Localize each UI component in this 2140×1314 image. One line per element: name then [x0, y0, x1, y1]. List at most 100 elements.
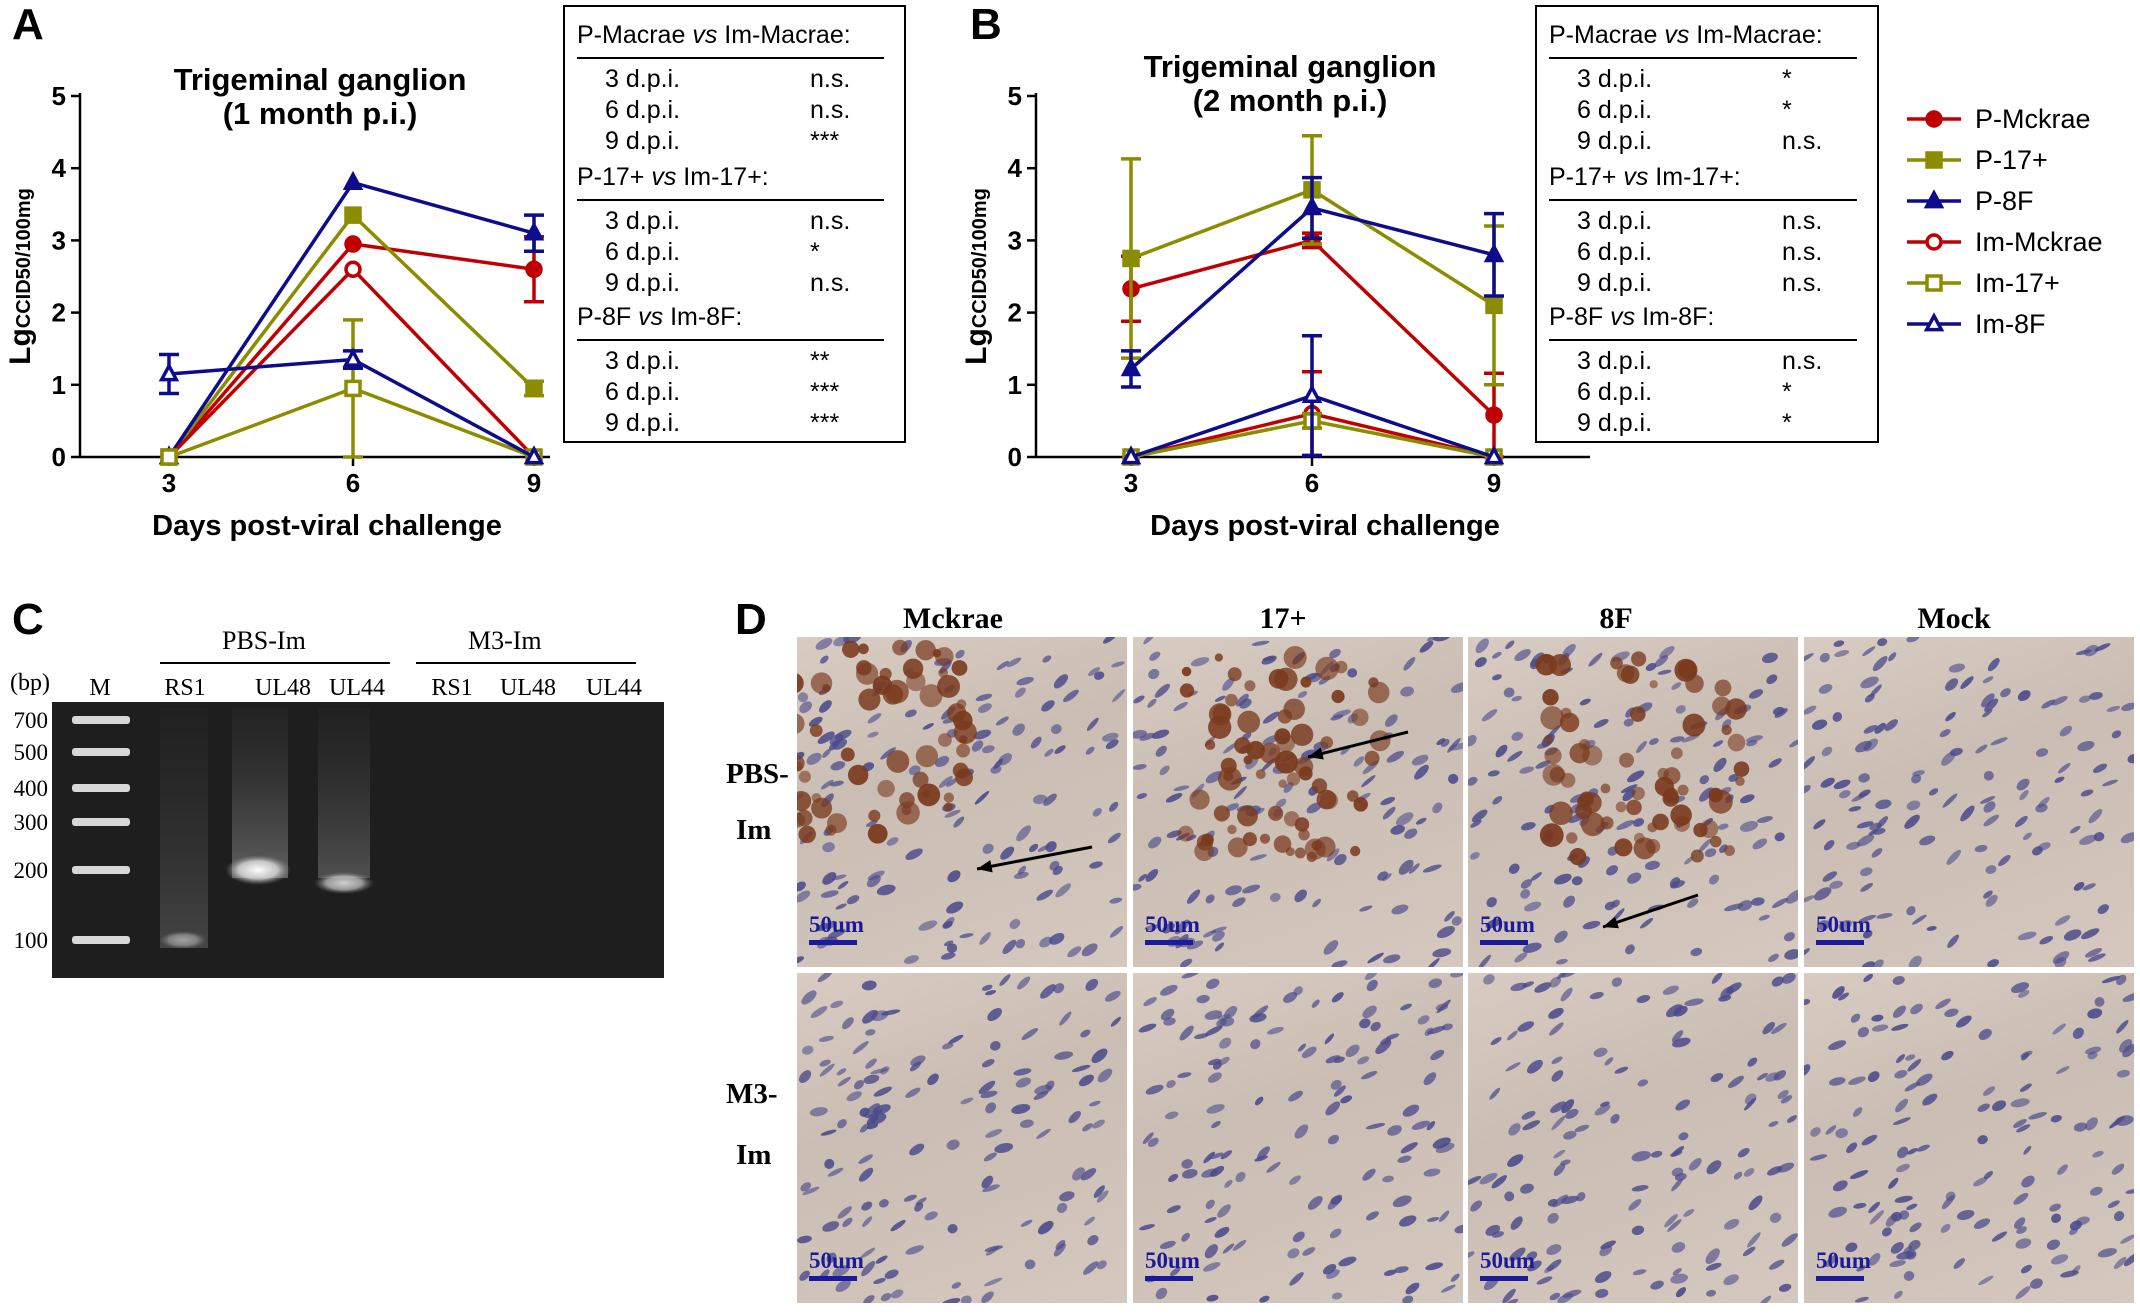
chart-b-xtick-label-9: 9: [1487, 468, 1501, 498]
gel-marker-label-700: 700: [14, 708, 49, 733]
chart-b-title-line-0: Trigeminal ganglion: [1144, 49, 1437, 84]
dpi-label: 3 d.p.i.: [605, 207, 681, 235]
dpi-label: 9 d.p.i.: [605, 269, 681, 297]
chart-b-point-p-8f-0: [1120, 357, 1142, 377]
chart-b: Trigeminal ganglion(2 month p.i.) 0 1 2 3 4 5 3…: [960, 49, 1590, 542]
histology-texture-0-0: [797, 637, 1126, 964]
chart-a-ytick-label-2: 2: [52, 298, 66, 328]
histology-row-label-0-0: PBS-: [726, 758, 789, 790]
panel-letter-b: B: [970, 0, 1002, 49]
significance-label: n.s.: [1782, 207, 1823, 235]
stats-b-group-rule-0: [1549, 57, 1857, 59]
dpi-label: 6 d.p.i.: [605, 378, 681, 406]
chart-b-point-p-mckrae-2: [1485, 406, 1503, 424]
chart-a-ytick-label-3: 3: [52, 225, 66, 255]
gel-smear-ul48: [232, 708, 288, 878]
gel-band-rs1: [159, 931, 207, 949]
chart-a-point-p-8f-1: [342, 170, 364, 190]
chart-a: Trigeminal ganglion(1 month p.i.) 0 1 2 3 4 5 3…: [4, 62, 550, 542]
scale-bar-label: 50um: [1816, 1248, 1871, 1273]
legend-marker-im-17-: [1925, 274, 1943, 292]
histology-row-label-1-0: M3-: [726, 1078, 778, 1110]
histology-tile-1-0: 50um: [797, 973, 1127, 1303]
histology-column-0: Mckrae: [903, 602, 1003, 635]
chart-a-title-line-1: (1 month p.i.): [223, 96, 418, 131]
chart-a-ylabel: LgCCID50/100mg: [4, 188, 37, 365]
dpi-label: 6 d.p.i.: [605, 96, 681, 124]
histology-column-2: 8F: [1599, 602, 1633, 635]
stats-a-group-title-0: P-Macrae vs Im-Macrae:: [577, 21, 851, 49]
chart-a-ytick-label-5: 5: [52, 81, 66, 111]
panel-letter-d: D: [735, 595, 767, 644]
chart-b-ytick-label-0: 0: [1008, 442, 1022, 472]
legend-marker-p-mckrae: [1925, 110, 1943, 128]
stats-box-b: P-Macrae vs Im-Macrae: 3 d.p.i. * 6 d.p.i. *…: [1535, 5, 1879, 443]
chart-a-point-p-17--2: [525, 379, 543, 398]
gel-ladder-band-200: [72, 866, 130, 874]
scale-bar-label: 50um: [1145, 1248, 1200, 1273]
gel-group-m3-line: [416, 662, 636, 664]
histology-row-label-1-1: Im: [736, 1139, 772, 1171]
chart-a-ytick-label-4: 4: [52, 153, 67, 183]
dpi-label: 6 d.p.i.: [1577, 96, 1653, 124]
gel-unit: (bp): [10, 670, 50, 696]
histology-texture-0-3: [1804, 637, 2134, 967]
dpi-label: 3 d.p.i.: [1577, 65, 1653, 93]
stats-b-group-title-1: P-17+ vs Im-17+:: [1549, 163, 1741, 191]
dpi-label: 9 d.p.i.: [1577, 127, 1653, 155]
significance-label: *: [1782, 378, 1792, 406]
histology-texture-1-3: [1804, 973, 2134, 1303]
significance-label: ***: [810, 378, 840, 406]
chart-a-series-im-8f: [158, 347, 545, 465]
histology-column-1: 17+: [1259, 602, 1307, 635]
chart-b-ylabel-text: LgCCID50/100mg: [960, 188, 993, 365]
legend-label-p-mckrae: P-Mckrae: [1975, 104, 2091, 134]
chart-b-point-im-8f-2: [1483, 445, 1505, 465]
gel-band-ul44: [314, 872, 374, 894]
chart-b-title-line-1: (2 month p.i.): [1193, 83, 1388, 118]
gel-ladder-band-400: [72, 784, 130, 792]
significance-label: ***: [810, 127, 840, 155]
gel-marker-label-100: 100: [14, 928, 49, 953]
chart-b-point-im-8f-1: [1301, 383, 1323, 403]
chart-b-xtick-label-3: 3: [1124, 468, 1138, 498]
chart-b-ytick-label-1: 1: [1008, 370, 1022, 400]
chart-a-point-im-8f-1: [342, 347, 364, 367]
scale-bar: [1480, 940, 1528, 945]
scale-bar-label: 50um: [1145, 912, 1200, 937]
gel-lane-label-4: RS1: [431, 675, 472, 701]
significance-label: n.s.: [1782, 347, 1823, 375]
histology-texture-1-1: [1138, 973, 1463, 1303]
gel-lane-label-5: UL48: [500, 675, 556, 701]
gel-marker-label-300: 300: [14, 810, 49, 835]
histology-tile-1-3: 50um: [1804, 973, 2134, 1303]
significance-label: n.s.: [1782, 269, 1823, 297]
histology-tile-0-3: 50um: [1804, 637, 2134, 967]
significance-label: n.s.: [1782, 238, 1823, 266]
legend-swatch-p-8f: [1907, 189, 1961, 209]
scale-bar-label: 50um: [1480, 1248, 1535, 1273]
chart-a-ytick-label-1: 1: [52, 370, 66, 400]
scale-bar: [809, 1276, 857, 1281]
chart-b-ytick-label-4: 4: [1008, 153, 1023, 183]
histology-texture-0-1: [1133, 637, 1463, 967]
scale-bar: [809, 940, 857, 945]
significance-label: n.s.: [810, 207, 851, 235]
histology-texture-0-2: [1468, 638, 1798, 967]
gel-band-ul48: [225, 855, 291, 885]
legend-label-im-17-: Im-17+: [1975, 268, 2060, 298]
chart-b-point-p-8f-1: [1301, 196, 1323, 216]
significance-label: *: [1782, 96, 1792, 124]
gel-ladder-band-300: [72, 818, 130, 826]
chart-a-xtick-label-6: 6: [346, 468, 360, 498]
chart-a-xtick-label-9: 9: [527, 468, 541, 498]
gel-ladder-band-700: [72, 716, 130, 724]
legend-label-p-8f: P-8F: [1975, 186, 2034, 216]
legend-swatch-p-mckrae: [1907, 110, 1961, 128]
dpi-label: 6 d.p.i.: [605, 238, 681, 266]
histology-tile-0-0: 50um: [797, 637, 1127, 967]
gel-smear-rs1: [160, 708, 208, 948]
chart-a-point-p-17--1: [344, 206, 362, 224]
scale-bar-label: 50um: [809, 1248, 864, 1273]
legend-label-im-8f: Im-8F: [1975, 309, 2046, 339]
